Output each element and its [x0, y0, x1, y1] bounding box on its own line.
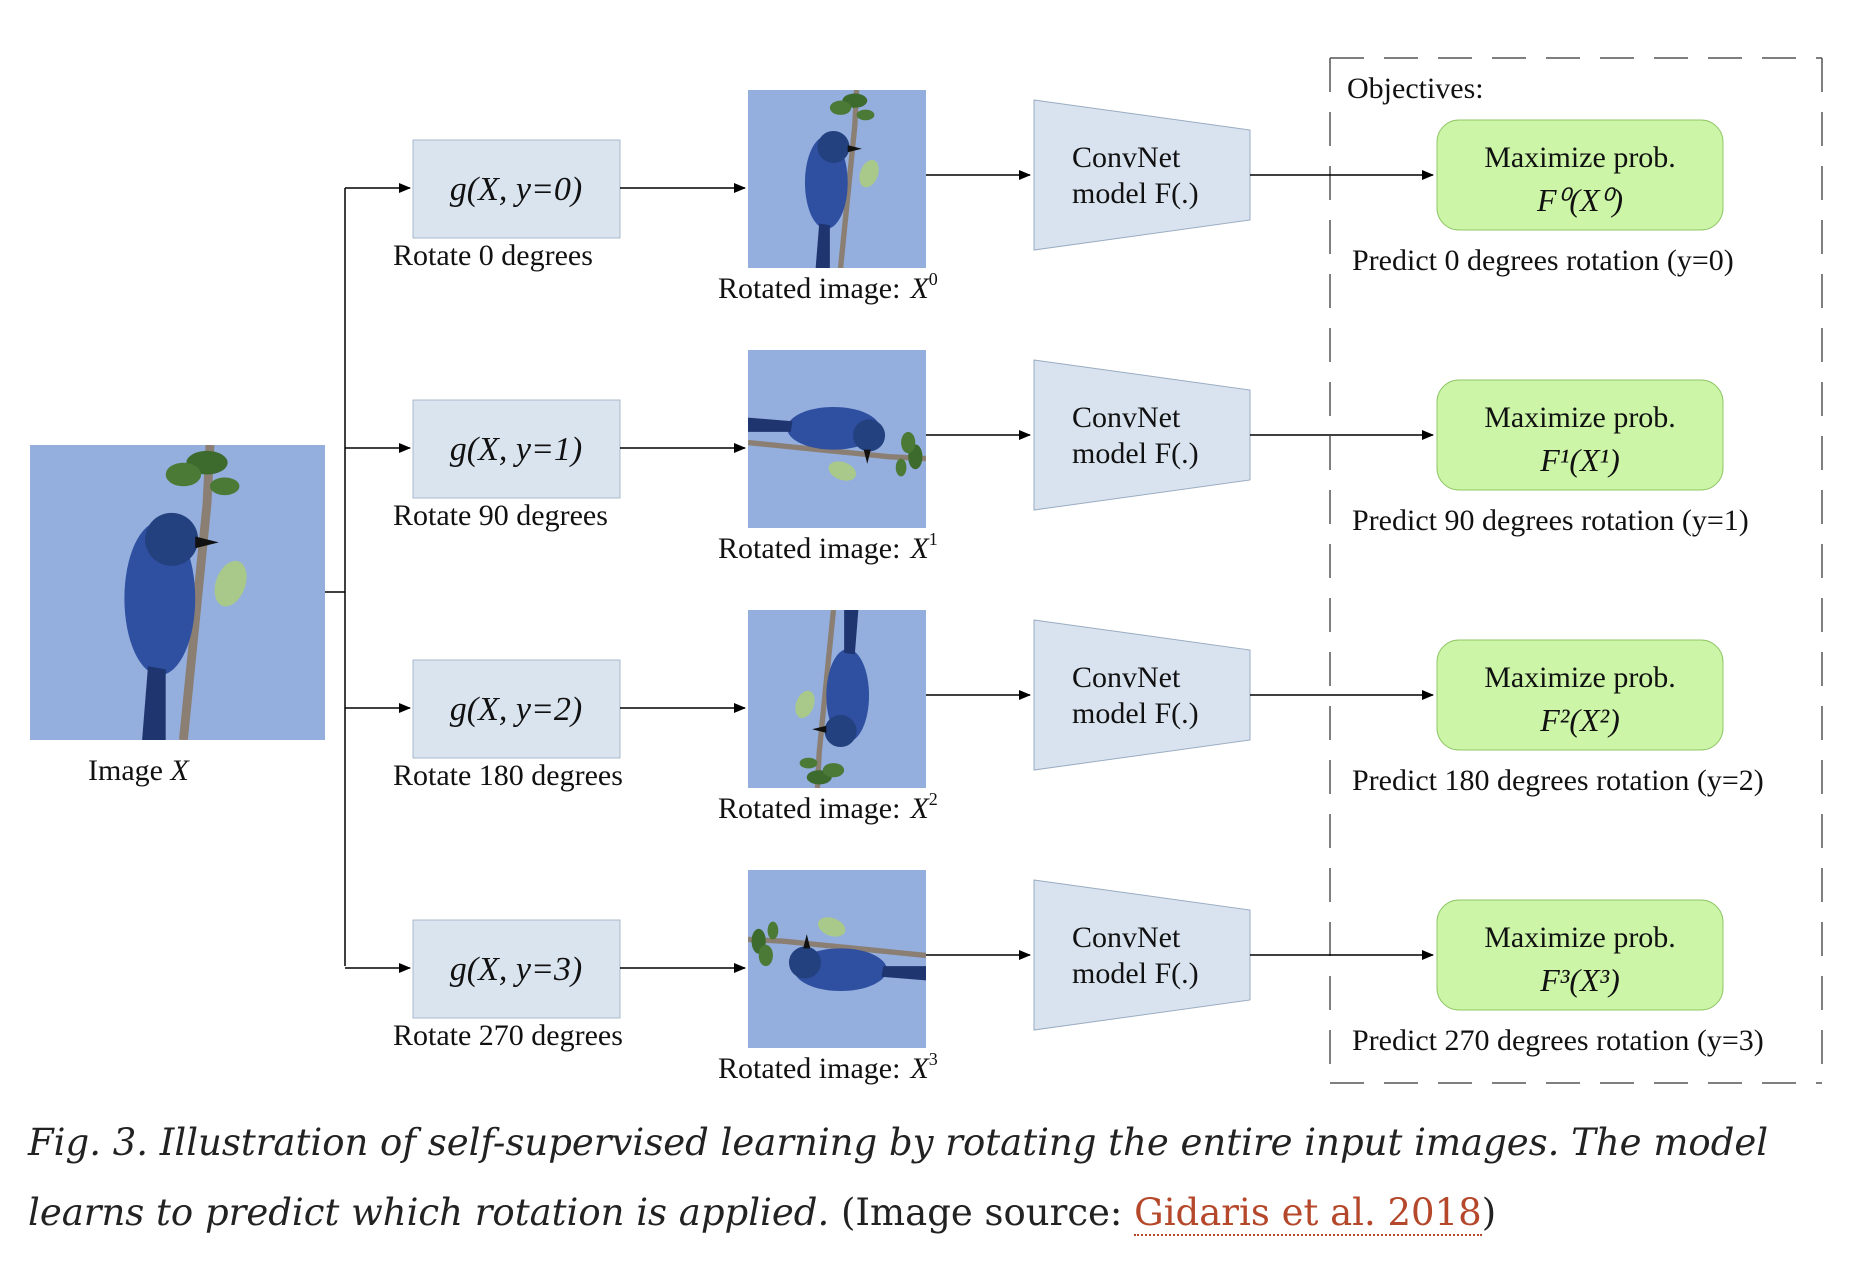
convnet-model	[1033, 619, 1251, 771]
rotate-label: Rotate 180 degrees	[393, 759, 623, 792]
caption-source-suffix: )	[1481, 1191, 1497, 1234]
model-label-line2: model F(.)	[1072, 957, 1199, 990]
source-link[interactable]: Gidaris et al. 2018	[1134, 1191, 1482, 1236]
model-label-line2: model F(.)	[1072, 177, 1199, 210]
objective-box	[1436, 119, 1724, 231]
caption-source-prefix: (Image source:	[841, 1191, 1135, 1234]
objective-formula: F⁰(X⁰)	[1536, 182, 1623, 218]
transform-label: g(X, y=1)	[450, 431, 582, 468]
rotated-image	[748, 350, 926, 528]
objective-label: Maximize prob.	[1484, 141, 1676, 174]
objective-box	[1436, 639, 1724, 751]
predict-label: Predict 270 degrees rotation (y=3)	[1352, 1024, 1764, 1057]
rotated-image	[748, 90, 926, 268]
transform-label: g(X, y=0)	[450, 171, 582, 208]
convnet-model	[1033, 879, 1251, 1031]
predict-label: Predict 90 degrees rotation (y=1)	[1352, 504, 1749, 537]
rotation-row: g(X, y=1) Rotate 90 degrees Rotated image:…	[345, 350, 1749, 565]
rotated-image-label: Rotated image: X2	[718, 789, 938, 825]
rotation-row: g(X, y=2) Rotate 180 degrees Rotated image…	[345, 610, 1764, 825]
transform-label: g(X, y=2)	[450, 691, 582, 728]
model-label-line1: ConvNet	[1072, 921, 1181, 954]
objectives-region: Objectives:	[1329, 57, 1823, 1084]
branch-connector	[325, 188, 346, 966]
objective-formula: F¹(X¹)	[1539, 442, 1620, 478]
rotated-image-label: Rotated image: X3	[718, 1049, 938, 1085]
model-label-line1: ConvNet	[1072, 141, 1181, 174]
predict-label: Predict 180 degrees rotation (y=2)	[1352, 764, 1764, 797]
predict-label: Predict 0 degrees rotation (y=0)	[1352, 244, 1734, 277]
model-label-line1: ConvNet	[1072, 661, 1181, 694]
input-image	[30, 445, 325, 740]
input-label: Image X	[88, 754, 190, 787]
objective-box	[1436, 899, 1724, 1011]
transform-box	[412, 919, 621, 1019]
rotated-image-label: Rotated image: X0	[718, 269, 938, 305]
rotate-label: Rotate 0 degrees	[393, 239, 593, 272]
rotate-label: Rotate 90 degrees	[393, 499, 608, 532]
rotation-diagram: Objectives: Image X g(X, y=0) Rotate 0 de…	[0, 57, 1823, 1085]
objectives-title: Objectives:	[1347, 72, 1484, 105]
model-label-line2: model F(.)	[1072, 697, 1199, 730]
objective-box	[1436, 379, 1724, 491]
transform-box	[412, 659, 621, 759]
rotated-image	[748, 870, 926, 1048]
rotated-image-label: Rotated image: X1	[718, 529, 938, 565]
transform-label: g(X, y=3)	[450, 951, 582, 988]
transform-box	[412, 139, 621, 239]
convnet-model	[1033, 99, 1251, 251]
rotate-label: Rotate 270 degrees	[393, 1019, 623, 1052]
objective-label: Maximize prob.	[1484, 921, 1676, 954]
transform-box	[412, 399, 621, 499]
caption-text: Fig. 3. Illustration of self-supervised …	[28, 1121, 1769, 1234]
rotation-row: g(X, y=0) Rotate 0 degrees Rotated image: X…	[345, 90, 1734, 305]
rotation-row: g(X, y=3) Rotate 270 degrees Rotated image…	[345, 870, 1764, 1085]
convnet-model	[1033, 359, 1251, 511]
model-label-line2: model F(.)	[1072, 437, 1199, 470]
objective-formula: F³(X³)	[1539, 962, 1620, 998]
figure-caption: Fig. 3. Illustration of self-supervised …	[28, 1108, 1828, 1248]
rotated-image	[748, 610, 926, 788]
objective-label: Maximize prob.	[1484, 401, 1676, 434]
model-label-line1: ConvNet	[1072, 401, 1181, 434]
objective-formula: F²(X²)	[1539, 702, 1620, 738]
objective-label: Maximize prob.	[1484, 661, 1676, 694]
